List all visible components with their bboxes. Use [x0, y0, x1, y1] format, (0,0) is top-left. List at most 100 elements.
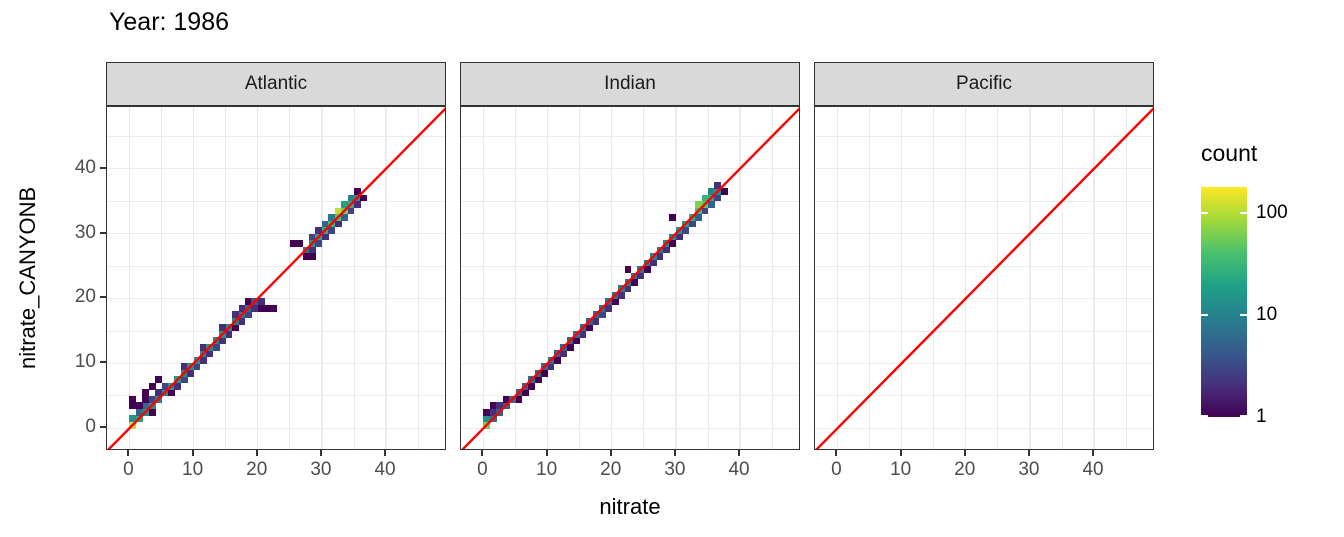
- gridline-major: [815, 232, 1153, 235]
- legend-tick-mark: [1201, 415, 1208, 417]
- bin-cell: [534, 376, 542, 384]
- bin-cell: [244, 311, 252, 319]
- bin-cell: [483, 408, 491, 416]
- gridline-minor: [815, 265, 1153, 267]
- bin-cell: [360, 194, 368, 202]
- bin-cell: [624, 266, 632, 273]
- bin-cell: [328, 214, 336, 221]
- bin-cell: [232, 324, 239, 332]
- gridline-major: [815, 427, 1153, 429]
- legend: count 1 10 100: [1198, 140, 1328, 440]
- bin-cell: [515, 395, 523, 403]
- bin-cell: [586, 324, 593, 332]
- gridline-major: [1029, 107, 1031, 449]
- bin-cell: [244, 298, 252, 306]
- gridline-minor: [815, 135, 1153, 137]
- bin-cell: [560, 350, 568, 358]
- gridline-major: [461, 167, 799, 170]
- bin-cell: [650, 259, 658, 267]
- gridline-major: [192, 107, 195, 449]
- y-axis-title: nitrate_CANYONB: [15, 186, 40, 370]
- bin-cell: [219, 324, 227, 332]
- facet-atlantic: Atlantic 0 10 20 30 40: [106, 62, 446, 480]
- bin-cell: [148, 395, 156, 403]
- bin-cell: [707, 201, 715, 208]
- bin-cell: [155, 376, 162, 384]
- reference-line-y-equals-x: [461, 107, 799, 449]
- gridline-minor: [461, 135, 799, 137]
- gridline-major: [900, 107, 903, 449]
- gridline-major: [546, 107, 549, 449]
- facet-strip-label: Pacific: [956, 73, 1012, 94]
- bin-cell: [142, 395, 150, 403]
- bin-cell: [502, 395, 510, 403]
- bin-cell: [251, 304, 259, 312]
- bin-cell: [155, 389, 162, 397]
- x-tick-label: 30: [664, 459, 686, 480]
- bin-cell: [701, 194, 709, 202]
- gridline-minor: [997, 107, 999, 449]
- x-tick-label: 40: [728, 459, 750, 480]
- bin-cell: [656, 253, 664, 260]
- gridline-minor: [417, 107, 419, 449]
- bin-cell: [547, 363, 555, 371]
- gridline-major: [461, 427, 799, 429]
- bin-cell: [688, 220, 696, 228]
- bin-cell: [315, 240, 323, 247]
- x-tick-label: 10: [182, 459, 204, 480]
- panel-indian: [460, 106, 800, 450]
- bin-cell: [187, 369, 194, 377]
- x-tick-label: 0: [477, 459, 488, 480]
- gridline-minor: [225, 107, 227, 449]
- x-tick-mark: [1027, 450, 1030, 456]
- bin-cell: [663, 246, 670, 254]
- bin-cell: [328, 227, 336, 234]
- gridline-major: [107, 297, 445, 300]
- facet-strip-indian: Indian: [460, 62, 800, 106]
- gridline-minor: [933, 107, 935, 449]
- gridline-major: [461, 232, 799, 235]
- x-tick-label: 20: [954, 459, 976, 480]
- bin-cell: [302, 253, 310, 260]
- gridline-minor: [815, 395, 1153, 397]
- bin-cell: [669, 240, 677, 247]
- x-tick-label: 30: [1018, 459, 1040, 480]
- bin-cell: [682, 227, 690, 234]
- x-tick-label: 10: [890, 459, 912, 480]
- facet-pacific: Pacific 0 10 20 30 40: [814, 62, 1154, 480]
- x-tick-mark: [127, 450, 130, 456]
- x-tick-mark: [738, 450, 741, 456]
- y-tick-mark: [100, 231, 106, 234]
- y-tick-mark: [100, 361, 106, 364]
- bin-cell: [579, 330, 587, 338]
- bin-cell: [206, 350, 214, 358]
- bin-cell: [695, 201, 702, 208]
- bin-cell: [334, 207, 342, 215]
- bin-cell: [353, 188, 361, 195]
- bin-cell: [289, 240, 297, 247]
- y-tick-label: 40: [74, 156, 96, 178]
- y-tick-label: 0: [85, 416, 96, 438]
- y-tick-mark: [100, 426, 106, 429]
- bin-cell: [669, 214, 677, 221]
- gridline-major: [965, 107, 967, 449]
- x-tick-label: 30: [310, 459, 332, 480]
- gridline-minor: [461, 330, 799, 332]
- gridline-major: [461, 297, 799, 300]
- bin-cell: [566, 343, 574, 351]
- legend-tick-mark: [1201, 212, 1208, 215]
- x-tick-label: 40: [374, 459, 396, 480]
- gridline-minor: [353, 107, 355, 449]
- legend-label: 100: [1256, 202, 1288, 224]
- bin-cell: [631, 279, 638, 286]
- bin-cell: [528, 382, 536, 390]
- bin-cell: [219, 337, 227, 345]
- gridline-major: [675, 107, 677, 449]
- facet-strip-label: Indian: [604, 73, 656, 94]
- legend-tick-mark: [1240, 314, 1247, 317]
- gridline-minor: [579, 107, 581, 449]
- bin-cell: [341, 201, 348, 208]
- bin-cell: [257, 298, 265, 306]
- x-tick-label: 10: [536, 459, 558, 480]
